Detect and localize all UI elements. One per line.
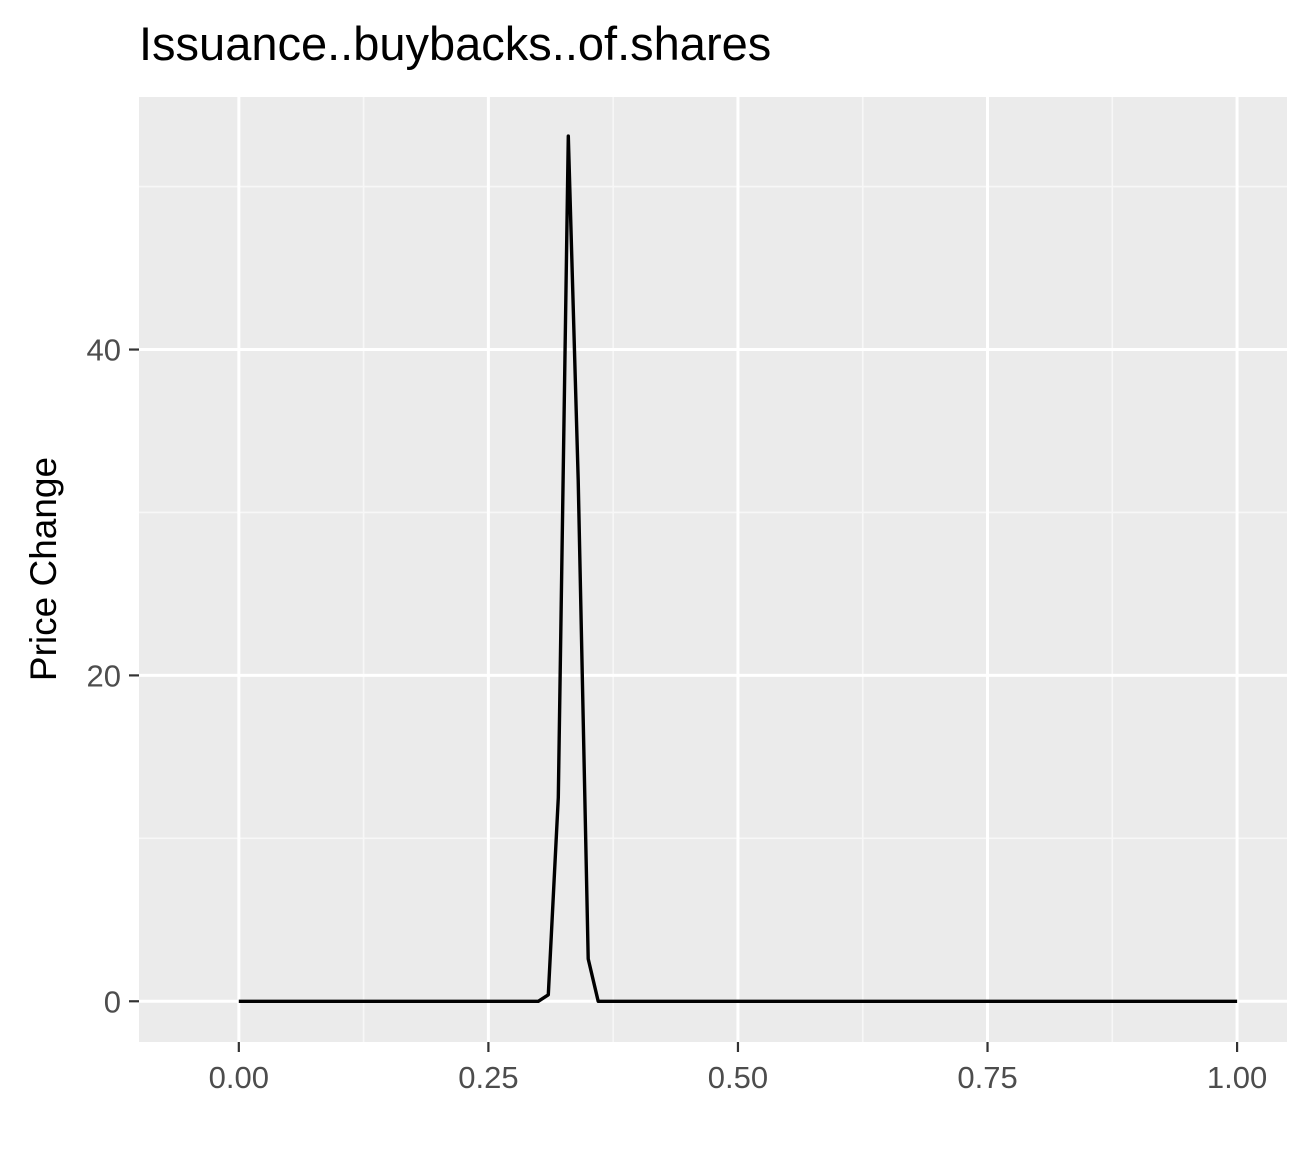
x-axis: 0.00 0.25 0.50 0.75 1.00 [209,1042,1267,1095]
y-axis-title: Price Change [23,457,64,681]
plot-panel [139,97,1287,1042]
x-tick-label: 0.00 [209,1060,269,1095]
y-tick-label: 0 [104,984,121,1019]
y-tick-label: 20 [87,658,121,693]
y-tick-label: 40 [87,333,121,368]
x-tick-label: 0.75 [957,1060,1017,1095]
series-line [238,134,1238,1003]
x-tick-label: 1.00 [1207,1060,1267,1095]
major-gridlines [139,97,1287,1042]
x-tick-label: 0.50 [708,1060,768,1095]
x-tick-label: 0.25 [458,1060,518,1095]
chart-title: Issuance..buybacks..of.shares [139,17,772,70]
series-layer [238,134,1238,1003]
y-axis: 0 20 40 [87,333,139,1019]
minor-gridlines [139,97,1287,1042]
